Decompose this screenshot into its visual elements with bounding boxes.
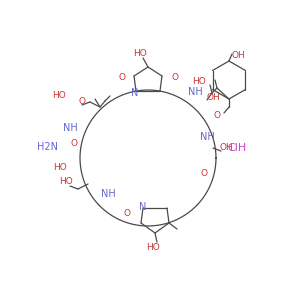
Text: O: O <box>124 208 130 217</box>
Text: NH: NH <box>200 132 214 142</box>
Text: H2N: H2N <box>37 142 58 152</box>
Text: O: O <box>172 74 178 82</box>
Text: O: O <box>79 98 86 106</box>
Text: O: O <box>214 110 220 119</box>
Text: N: N <box>139 202 147 212</box>
Text: O: O <box>70 139 77 148</box>
Text: ClH: ClH <box>227 143 247 153</box>
Text: OH: OH <box>231 50 245 59</box>
Text: NH: NH <box>63 123 77 133</box>
Text: HO: HO <box>146 242 160 251</box>
Text: NH: NH <box>188 87 202 97</box>
Text: HO: HO <box>59 178 73 187</box>
Text: NH: NH <box>100 189 116 199</box>
Text: OH: OH <box>219 143 233 152</box>
Text: OH: OH <box>206 94 220 103</box>
Text: O: O <box>118 74 125 82</box>
Text: O: O <box>200 169 208 178</box>
Text: HO: HO <box>53 164 67 172</box>
Text: N: N <box>131 88 139 98</box>
Text: HO: HO <box>133 50 147 58</box>
Text: HO: HO <box>192 77 206 86</box>
Text: HO: HO <box>52 91 66 100</box>
